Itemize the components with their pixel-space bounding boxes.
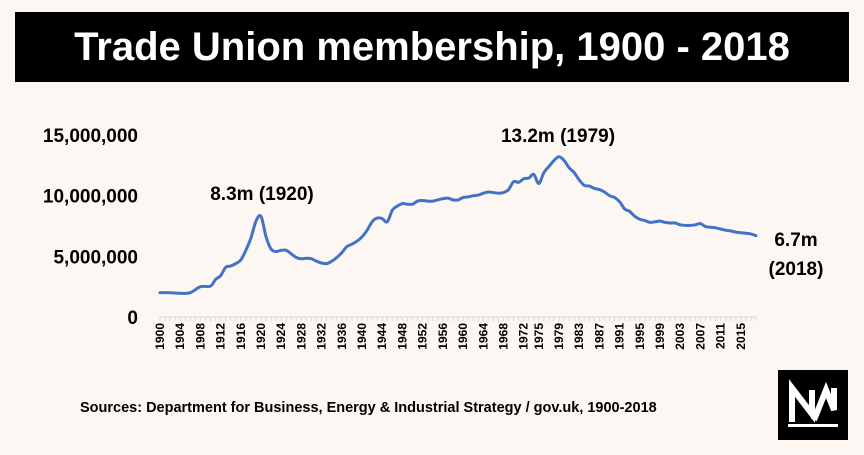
x-tick-label: 1964 xyxy=(476,323,490,350)
x-tick-label: 2015 xyxy=(734,323,748,350)
y-tick-label: 5,000,000 xyxy=(53,247,138,268)
x-axis: 1900 1904 1908 1912 1916 1920 1924 1928 1932 1936… xyxy=(153,316,757,350)
x-tick-label: 1924 xyxy=(274,323,288,350)
x-tick-label: 1912 xyxy=(214,323,228,350)
series-group xyxy=(158,155,758,295)
x-tick-label: 1960 xyxy=(456,323,470,350)
x-tick-label: 1983 xyxy=(572,323,586,350)
x-tick-label: 1932 xyxy=(315,323,329,350)
y-tick-label: 0 xyxy=(127,308,138,329)
annotation-label: 6.7m xyxy=(774,230,817,251)
x-tick-label: 1979 xyxy=(552,323,566,350)
nm-logo-icon xyxy=(778,370,848,440)
x-tick-label: 1944 xyxy=(375,323,389,350)
x-tick-label: 1928 xyxy=(294,323,308,350)
x-tick-label: 1920 xyxy=(254,323,268,350)
x-tick-label: 1987 xyxy=(592,323,606,350)
x-tick-label: 1904 xyxy=(173,323,187,350)
source-note: Sources: Department for Business, Energy… xyxy=(80,400,657,416)
x-tick-label: 1956 xyxy=(436,323,450,350)
x-tick-label: 1908 xyxy=(193,323,207,350)
x-tick-label: 1940 xyxy=(355,323,369,350)
x-tick-label: 1952 xyxy=(416,323,430,350)
x-tick-label: 1936 xyxy=(335,323,349,350)
x-tick-label: 1948 xyxy=(395,323,409,350)
x-tick-label: 1995 xyxy=(633,323,647,350)
membership-series-line xyxy=(158,155,758,295)
x-tick-label: 1900 xyxy=(153,323,167,350)
y-tick-label: 15,000,000 xyxy=(43,126,138,147)
annotations-group: 8.3m (1920) 13.2m (1979) 6.7m (2018) xyxy=(210,126,823,280)
x-tick-label: 2007 xyxy=(693,323,707,350)
x-tick-label: 1991 xyxy=(613,323,627,350)
chart-title: Trade Union membership, 1900 - 2018 xyxy=(15,12,849,82)
annotation-label: 8.3m (1920) xyxy=(210,184,314,205)
x-tick-label: 1968 xyxy=(496,323,510,350)
x-tick-label: 1916 xyxy=(234,323,248,350)
y-tick-label: 10,000,000 xyxy=(43,187,138,208)
x-tick-label: 1999 xyxy=(653,323,667,350)
x-tick-label: 2003 xyxy=(673,323,687,350)
y-axis: 0 5,000,000 10,000,000 15,000,000 xyxy=(43,126,138,329)
annotation-label: (2018) xyxy=(769,259,824,280)
x-tick-label: 1972 xyxy=(517,323,531,350)
x-tick-label: 2011 xyxy=(714,323,728,349)
x-tick-label: 1975 xyxy=(532,323,546,350)
annotation-label: 13.2m (1979) xyxy=(501,126,615,147)
